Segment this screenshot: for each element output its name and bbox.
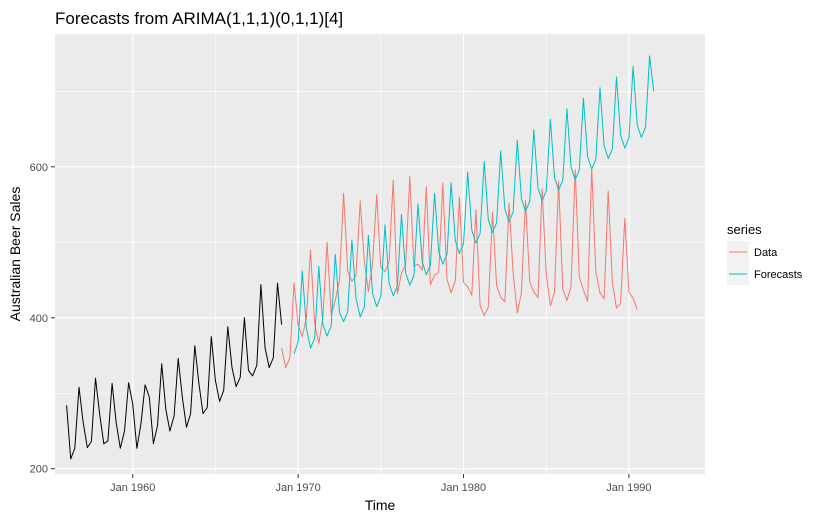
x-tick-label: Jan 1980 (441, 482, 486, 494)
legend-title: series (727, 222, 762, 237)
series-line-forecasts (293, 55, 655, 355)
series-lines (66, 55, 655, 460)
y-axis-title: Australian Beer Sales (7, 187, 23, 322)
legend-label-data: Data (754, 247, 778, 259)
x-axis: Jan 1960 Jan 1970 Jan 1980 Jan 1990 (110, 474, 652, 494)
major-gridlines (55, 34, 705, 474)
y-axis: 200 400 600 (30, 162, 55, 476)
legend-label-forecasts: Forecasts (754, 269, 803, 281)
legend-items: Data Forecasts (727, 241, 803, 285)
y-tick-label: 400 (30, 313, 48, 325)
x-axis-title: Time (365, 497, 396, 513)
watermark: 头条号 / AI中国 (673, 492, 781, 510)
y-tick-label: 200 (30, 464, 48, 476)
x-tick-label: Jan 1970 (275, 482, 320, 494)
chart-title: Forecasts from ARIMA(1,1,1)(0,1,1)[4] (55, 9, 343, 28)
legend: series Data Forecasts (727, 222, 803, 285)
x-tick-label: Jan 1990 (606, 482, 651, 494)
y-tick-label: 600 (30, 162, 48, 174)
series-line-data (281, 167, 638, 369)
minor-gridlines (55, 34, 705, 474)
x-tick-label: Jan 1960 (110, 482, 155, 494)
series-line-observed (66, 282, 283, 460)
